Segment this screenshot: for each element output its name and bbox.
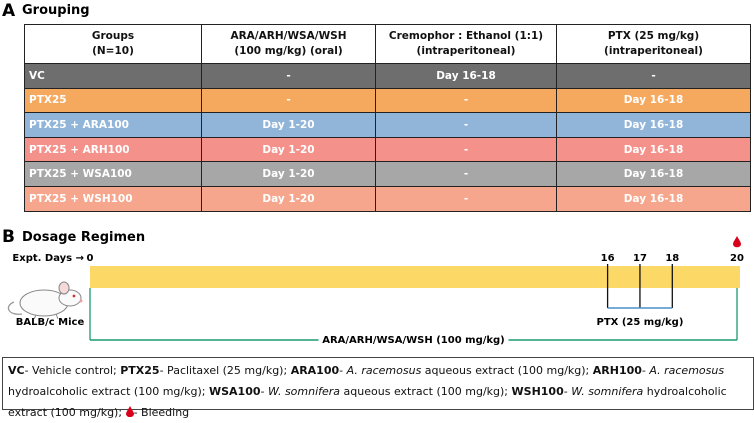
cell: PTX25 + ARH100: [24, 136, 202, 163]
cell: Day 1-20: [201, 112, 376, 138]
cell: Day 1-20: [201, 161, 376, 187]
timeline-bar: [90, 266, 740, 288]
text: -: [563, 385, 572, 398]
group-row: PTX25 + ARH100 Day 1-20- Day 16-18: [24, 136, 751, 163]
header-text: PTX (25 mg/kg): [607, 30, 700, 42]
cell: PTX25 + WSA100: [24, 161, 202, 187]
species: W. somnifera: [267, 385, 341, 398]
cell: Day 16-18: [556, 87, 751, 114]
header-text: (intraperitoneal): [604, 45, 703, 57]
subject-label: BALB/c Mice: [16, 317, 85, 328]
cell: -: [375, 136, 557, 163]
text: hydroalcoholic extract (100 mg/kg);: [8, 385, 209, 398]
header-cell: PTX (25 mg/kg) (intraperitoneal): [556, 24, 751, 64]
cell: -: [375, 112, 557, 138]
text: -: [339, 364, 347, 377]
cell: PTX25: [24, 87, 202, 114]
text: aqueous extract (100 mg/kg);: [340, 385, 512, 398]
axis-label: Expt. Days →: [12, 253, 84, 264]
cell: VC: [24, 63, 202, 89]
text: -: [260, 385, 268, 398]
treatment-label: ARA/ARH/WSA/WSH (100 mg/kg): [322, 335, 505, 346]
panel-label: B: [2, 227, 15, 247]
ptx-label: PTX (25 mg/kg): [596, 317, 683, 328]
cell: Day 1-20: [201, 185, 376, 212]
cell: Day 16-18: [375, 63, 557, 89]
panel-label: A: [2, 1, 16, 21]
group-row: PTX25 + WSH100 Day 1-20- Day 16-18: [24, 185, 751, 212]
group-row: PTX25 + WSA100 Day 1-20- Day 16-18: [24, 161, 751, 187]
day-label: 0: [87, 253, 94, 264]
group-row: VC - Day 16-18-: [24, 63, 751, 89]
abbr: PTX25: [120, 364, 160, 377]
header-text: (N=10): [92, 45, 134, 57]
header-cell: ARA/ARH/WSA/WSH (100 mg/kg) (oral): [201, 24, 376, 64]
group-row: PTX25 + ARA100 Day 1-20- Day 16-18: [24, 112, 751, 138]
header-text: Cremophor : Ethanol (1:1): [388, 30, 544, 42]
group-row: PTX25- - Day 16-18: [24, 87, 751, 114]
text: aqueous extract (100 mg/kg);: [421, 364, 593, 377]
abbr: ARA100: [290, 364, 340, 377]
header-text: Groups: [91, 30, 135, 42]
cell: -: [375, 161, 557, 187]
abbr: VC: [8, 364, 25, 377]
day-label: 17: [633, 253, 647, 264]
abbr: ARH100: [592, 364, 642, 377]
cell: Day 1-20: [201, 136, 376, 163]
cell: -: [556, 63, 751, 89]
cell: PTX25 + WSH100: [24, 185, 202, 212]
header-text: ARA/ARH/WSA/WSH: [230, 30, 347, 42]
species: A. racemosus: [649, 364, 725, 377]
text: - Paclitaxel (25 mg/kg);: [159, 364, 291, 377]
cell: -: [375, 185, 557, 212]
panel-title: Dosage Regimen: [22, 230, 146, 245]
header-cell: Groups (N=10): [24, 24, 202, 64]
cell: Day 16-18: [556, 161, 751, 187]
day-label: 16: [601, 253, 615, 264]
cell: PTX25 + ARA100: [24, 112, 202, 138]
species: W. somnifera: [571, 385, 644, 398]
cell: Day 16-18: [556, 112, 751, 138]
day-label: 20: [730, 253, 744, 264]
header-text: (intraperitoneal): [416, 45, 516, 57]
cell: -: [375, 87, 557, 114]
grouping-table: Groups (N=10) ARA/ARH/WSA/WSH (100 mg/kg) (…: [24, 24, 751, 212]
abbr: WSH100: [511, 385, 564, 398]
footnote: VC- Vehicle control; PTX25- Paclitaxel (…: [2, 357, 754, 419]
day-label: 18: [665, 253, 679, 264]
header-cell: Cremophor : Ethanol (1:1) (intraperitonea…: [375, 24, 557, 64]
text: -: [641, 364, 650, 377]
timeline: Expt. Days → 0 16 17 18 20 PTX (25 mg/kg) BALB/…: [7, 236, 744, 346]
species: A. racemosus: [346, 364, 422, 377]
header-row: Groups (N=10) ARA/ARH/WSA/WSH (100 mg/kg) (…: [24, 24, 751, 64]
cell: Day 16-18: [556, 136, 751, 163]
header-text: (100 mg/kg) (oral): [234, 45, 343, 57]
cell: -: [201, 63, 376, 89]
mouse-icon: [7, 281, 83, 320]
bleeding-icon: [733, 236, 741, 248]
text: - Vehicle control;: [24, 364, 121, 377]
panel-title: Grouping: [22, 3, 90, 18]
abbr: WSA100: [208, 385, 261, 398]
cell: -: [201, 87, 376, 114]
cell: Day 16-18: [556, 185, 751, 212]
